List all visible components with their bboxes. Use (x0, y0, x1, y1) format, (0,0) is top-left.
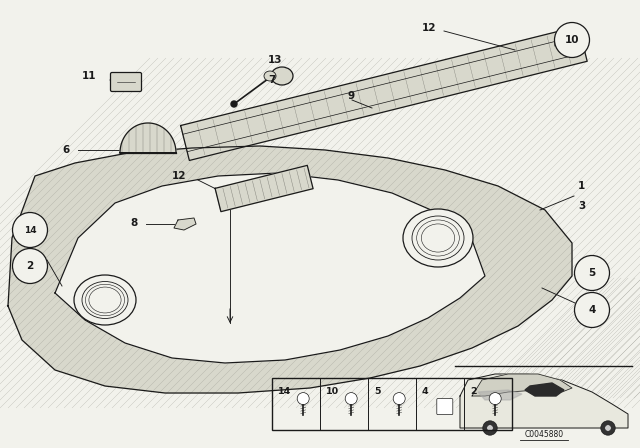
Text: 11: 11 (82, 71, 97, 81)
Text: 12: 12 (422, 23, 436, 33)
Polygon shape (120, 123, 176, 153)
Text: 4: 4 (588, 305, 596, 315)
Circle shape (554, 22, 589, 57)
Circle shape (231, 101, 237, 107)
Ellipse shape (74, 275, 136, 325)
Circle shape (575, 255, 609, 290)
Text: 13: 13 (268, 55, 282, 65)
Polygon shape (478, 390, 522, 400)
Polygon shape (525, 383, 564, 396)
Text: 6: 6 (62, 145, 69, 155)
Text: 5: 5 (374, 387, 381, 396)
Polygon shape (472, 374, 572, 396)
FancyBboxPatch shape (437, 399, 453, 414)
Text: 1: 1 (578, 181, 585, 191)
Text: 2: 2 (26, 261, 34, 271)
Text: 2: 2 (470, 387, 477, 396)
Polygon shape (180, 26, 587, 160)
Text: 10: 10 (564, 35, 579, 45)
Polygon shape (174, 218, 196, 230)
FancyBboxPatch shape (111, 73, 141, 91)
Text: 14: 14 (24, 225, 36, 234)
Text: 9: 9 (348, 91, 355, 101)
Text: 12: 12 (172, 171, 186, 181)
Circle shape (483, 421, 497, 435)
Text: 5: 5 (588, 268, 596, 278)
Polygon shape (55, 173, 485, 363)
Ellipse shape (271, 67, 293, 85)
Ellipse shape (264, 71, 276, 81)
Text: 8: 8 (130, 218, 137, 228)
Circle shape (13, 212, 47, 247)
Circle shape (575, 293, 609, 327)
Circle shape (487, 425, 493, 431)
Circle shape (393, 392, 405, 405)
Text: 4: 4 (422, 387, 429, 396)
Bar (272, 378, 512, 430)
Ellipse shape (82, 281, 128, 319)
Circle shape (605, 425, 611, 431)
Circle shape (345, 392, 357, 405)
Polygon shape (215, 165, 313, 211)
Polygon shape (8, 146, 572, 393)
Circle shape (601, 421, 615, 435)
Circle shape (297, 392, 309, 405)
Text: 14: 14 (278, 387, 291, 396)
Ellipse shape (403, 209, 473, 267)
Text: C0045880: C0045880 (524, 430, 564, 439)
Text: 10: 10 (326, 387, 339, 396)
Text: 7: 7 (268, 75, 275, 85)
Circle shape (13, 249, 47, 284)
Ellipse shape (412, 216, 464, 260)
Text: 3: 3 (578, 201, 585, 211)
Polygon shape (460, 374, 628, 428)
Circle shape (489, 392, 501, 405)
